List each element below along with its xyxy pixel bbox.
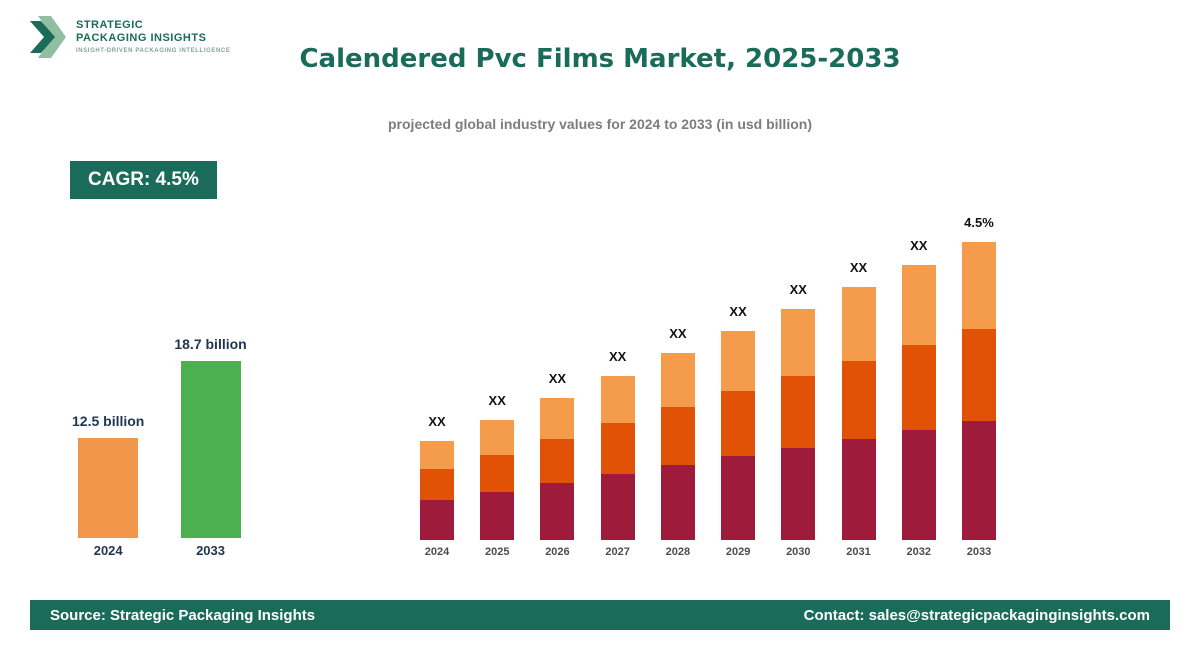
bar-top-label: XX xyxy=(849,260,868,275)
stacked-bar xyxy=(540,398,575,540)
bar-segment-middle xyxy=(420,469,454,500)
year-axis-label: 2025 xyxy=(484,546,510,558)
bar-segment-lower xyxy=(901,430,936,540)
stacked-bar-column: XX 2026 xyxy=(540,371,575,558)
stacked-bar xyxy=(480,420,515,540)
footer-bar: Source: Strategic Packaging Insights Con… xyxy=(30,600,1170,630)
bar-segment-middle xyxy=(781,376,816,448)
bar-segment-middle xyxy=(841,361,876,439)
bar-segment-upper xyxy=(420,441,454,469)
bar-segment-upper xyxy=(781,309,816,376)
brand-logo-text: STRATEGIC PACKAGING INSIGHTS INSIGHT-DRI… xyxy=(76,19,230,55)
bar-segment-upper xyxy=(841,287,876,361)
bar-segment-middle xyxy=(901,345,936,430)
bar-segment-middle xyxy=(660,407,695,465)
bar-top-label: XX xyxy=(669,326,687,341)
bar-segment-upper xyxy=(540,398,575,439)
stacked-bar-chart: XX 2024 XX 2025 XX 2026 XX 2027 XX 2028 XX 2029 XX 20… xyxy=(420,215,996,558)
comparison-bar xyxy=(78,438,139,538)
stacked-bar xyxy=(781,309,816,540)
bar-top-label: XX xyxy=(608,349,627,364)
bar-top-label: XX xyxy=(428,414,446,429)
bar-segment-upper xyxy=(721,331,756,391)
year-axis-label: 2033 xyxy=(196,543,225,558)
bar-segment-upper xyxy=(660,353,695,407)
stacked-bar xyxy=(961,242,996,540)
stacked-bar-column: XX 2024 xyxy=(420,414,454,558)
bar-segment-middle xyxy=(600,423,635,474)
stacked-bar xyxy=(841,287,876,540)
year-axis-label: 2027 xyxy=(605,546,630,558)
footer-source-text: Source: Strategic Packaging Insights xyxy=(50,606,316,624)
comparison-chart: 12.5 billion 2024 18.7 billion 2033 xyxy=(72,336,247,558)
bar-segment-lower xyxy=(600,474,635,540)
brand-logo: STRATEGIC PACKAGING INSIGHTS INSIGHT-DRI… xyxy=(30,14,230,60)
brand-logo-icon xyxy=(30,16,66,58)
bar-segment-lower xyxy=(420,500,454,540)
stacked-bar-column: 4.5% 2033 xyxy=(961,215,996,558)
bar-top-label: XX xyxy=(789,282,807,297)
bar-segment-upper xyxy=(961,242,996,329)
bar-segment-upper xyxy=(480,420,515,455)
year-axis-label: 2032 xyxy=(906,546,931,558)
stacked-bar-column: XX 2028 xyxy=(660,326,695,558)
year-axis-label: 2030 xyxy=(786,546,811,558)
bar-segment-lower xyxy=(781,448,816,540)
bar-segment-middle xyxy=(961,329,996,421)
year-axis-label: 2031 xyxy=(846,546,871,558)
stacked-bar-column: XX 2029 xyxy=(721,304,756,558)
footer-contact-text: Contact: sales@strategicpackaginginsight… xyxy=(803,606,1150,624)
year-axis-label: 2033 xyxy=(966,546,992,558)
stacked-bar xyxy=(901,265,936,540)
bar-segment-middle xyxy=(480,455,515,492)
page-title: Calendered Pvc Films Market, 2025-2033 xyxy=(299,44,901,74)
bar-segment-lower xyxy=(841,439,876,540)
stacked-bar xyxy=(420,441,454,540)
bar-value-label: 18.7 billion xyxy=(174,336,247,352)
stacked-bar-column: XX 2030 xyxy=(781,282,816,558)
year-axis-label: 2024 xyxy=(93,543,123,558)
stacked-bar-column: XX 2027 xyxy=(600,349,635,558)
bar-segment-upper xyxy=(600,376,635,423)
bar-top-label: XX xyxy=(548,371,567,386)
bar-segment-lower xyxy=(480,492,515,540)
stacked-bar-column: XX 2031 xyxy=(841,260,876,558)
brand-name-line1: STRATEGIC xyxy=(76,18,144,31)
stacked-bar xyxy=(600,376,635,540)
bar-value-label: 12.5 billion xyxy=(72,413,145,429)
year-axis-label: 2028 xyxy=(665,546,691,558)
bar-top-label: XX xyxy=(488,393,506,408)
year-axis-label: 2029 xyxy=(725,546,751,558)
bar-segment-lower xyxy=(540,483,575,540)
bar-segment-lower xyxy=(721,456,756,540)
bar-top-label: 4.5% xyxy=(964,215,994,230)
comparison-bar-column: 18.7 billion 2033 xyxy=(174,336,246,558)
cagr-badge: CAGR: 4.5% xyxy=(70,161,217,199)
stacked-bar xyxy=(721,331,756,540)
brand-tagline: INSIGHT-DRIVEN PACKAGING INTELLIGENCE xyxy=(76,48,231,55)
bar-segment-middle xyxy=(540,439,575,483)
year-axis-label: 2024 xyxy=(424,546,450,558)
comparison-bar xyxy=(180,361,241,538)
stacked-bar xyxy=(660,353,695,540)
bar-top-label: XX xyxy=(910,238,928,253)
bar-segment-upper xyxy=(901,265,936,345)
stacked-bar-column: XX 2032 xyxy=(901,238,936,558)
comparison-bar-column: 12.5 billion 2024 xyxy=(72,413,144,558)
page-subtitle: projected global industry values for 202… xyxy=(388,116,812,132)
bar-segment-middle xyxy=(721,391,756,456)
bar-top-label: XX xyxy=(729,304,747,319)
year-axis-label: 2026 xyxy=(545,546,570,558)
stacked-bar-column: XX 2025 xyxy=(480,393,515,558)
bar-segment-lower xyxy=(660,465,695,540)
bar-segment-lower xyxy=(961,421,996,540)
brand-name-line2: PACKAGING INSIGHTS xyxy=(76,31,207,44)
